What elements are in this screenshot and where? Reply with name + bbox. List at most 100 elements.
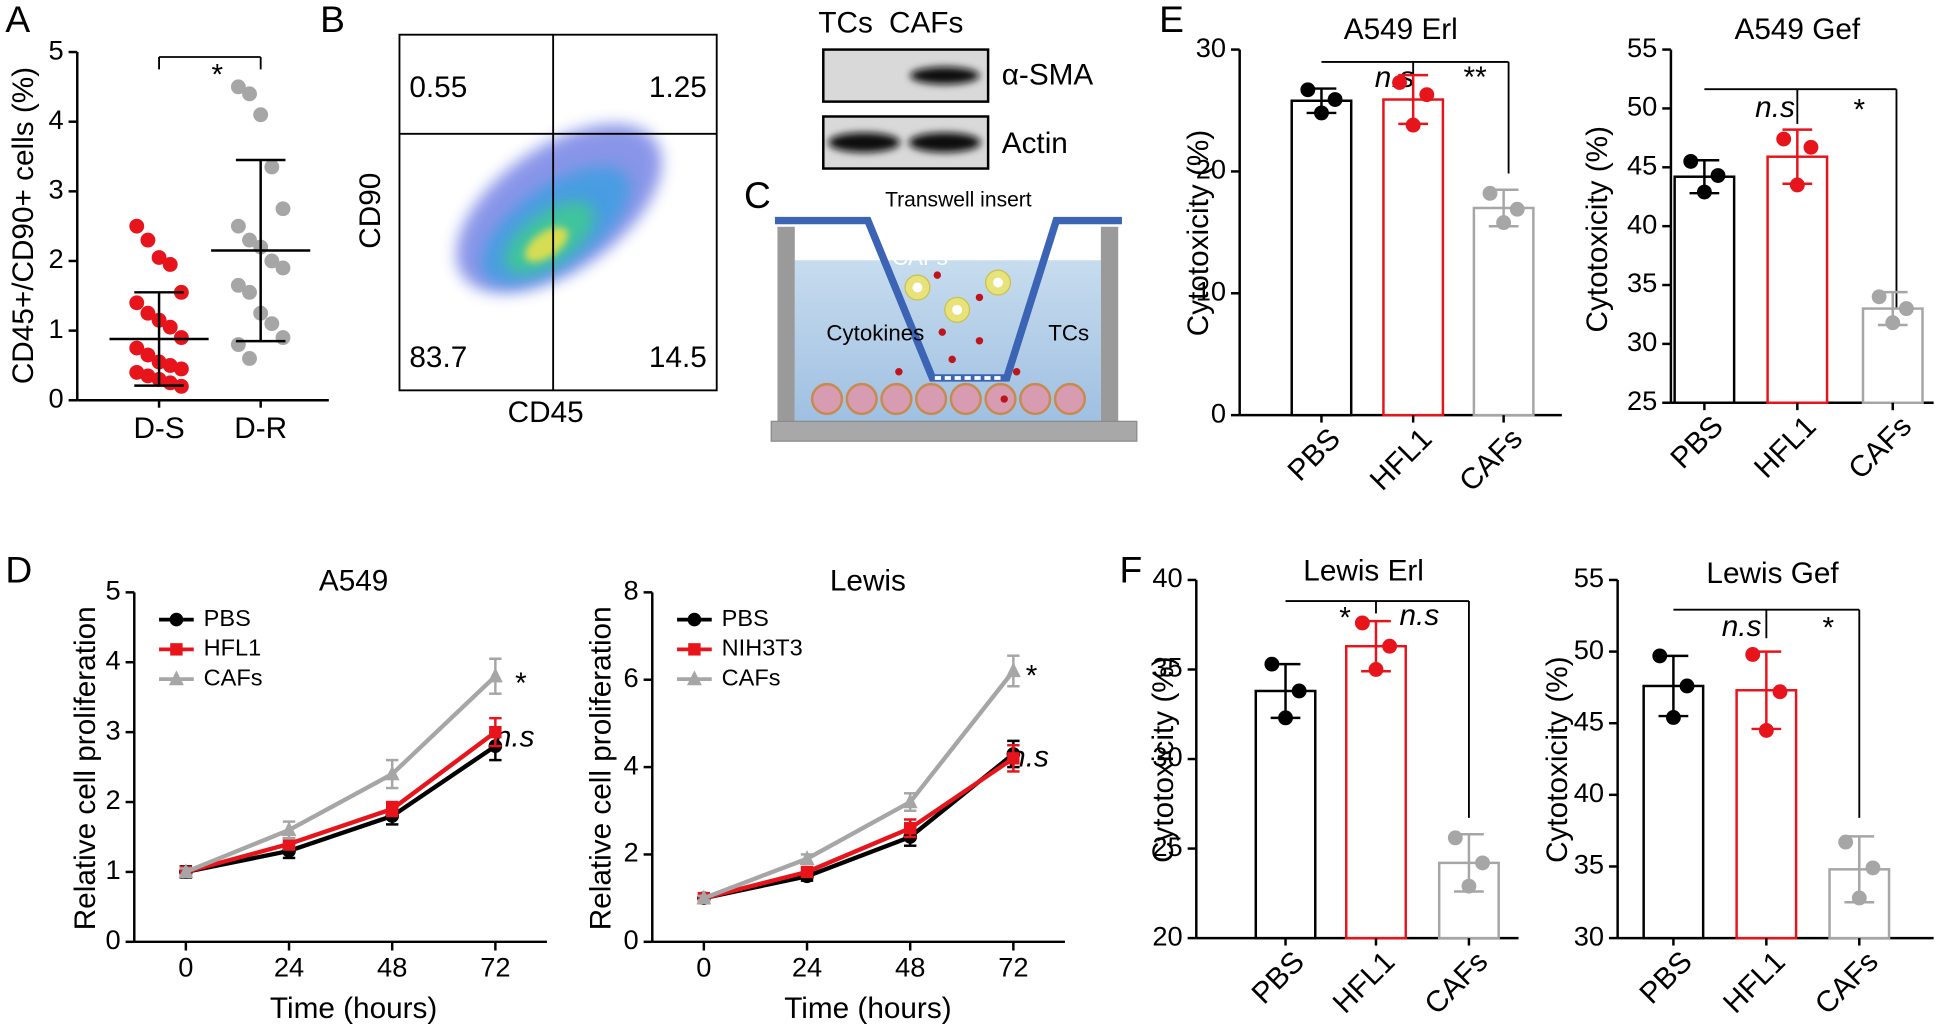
y-tick-label: 0	[1211, 397, 1226, 428]
blot-column: TCs	[818, 7, 873, 40]
annotation: n.s	[1755, 91, 1795, 124]
y-tick-label: 3	[105, 714, 120, 745]
diagram-label: TCs	[1048, 320, 1089, 345]
y-tick-label: 50	[1627, 91, 1657, 122]
y-tick-label: 35	[1152, 652, 1182, 683]
x-tick-label: 24	[274, 951, 304, 982]
data-point	[264, 159, 280, 175]
bar	[1472, 206, 1535, 417]
annotation: *	[1339, 601, 1351, 634]
well-base	[770, 420, 1138, 442]
data-point	[230, 277, 246, 293]
data-point	[129, 340, 145, 356]
marker	[489, 725, 502, 739]
bar	[1382, 98, 1445, 417]
diagram-label: Cytokines	[826, 320, 924, 345]
x-axis-label: Time (hours)	[784, 992, 951, 1025]
quadrant-value: 0.55	[409, 71, 467, 104]
data-point	[1758, 722, 1774, 738]
tumor-cells	[810, 382, 1087, 416]
legend-marker	[688, 643, 701, 656]
transwell-diagram: Transwell insert CAFs Cytokines TCs	[770, 188, 1138, 442]
y-axis-label: Cytotoxicity (%)	[1541, 656, 1574, 863]
y-tick-label: 25	[1152, 831, 1182, 862]
y-tick-label: 0	[105, 924, 120, 955]
y-tick-label: 25	[1627, 385, 1657, 416]
y-axis-label: Cytotoxicity (%)	[1147, 656, 1180, 863]
x-tick-label: 48	[895, 951, 925, 982]
x-tick-label: HFL1	[1364, 422, 1439, 497]
data-point	[275, 201, 291, 217]
x-tick-label: CAFs	[1418, 945, 1494, 1021]
chart-title: Lewis Erl	[1303, 554, 1424, 587]
marker	[799, 850, 815, 866]
data-point	[1665, 710, 1681, 725]
y-tick-label: 35	[1574, 849, 1604, 880]
y-tick-label: 4	[48, 104, 63, 135]
data-point	[1838, 834, 1854, 850]
data-point	[230, 79, 246, 95]
bar	[1766, 155, 1829, 404]
chart-title: A549 Gef	[1735, 13, 1861, 46]
data-point	[1382, 638, 1398, 654]
data-point	[1496, 215, 1512, 231]
marker	[1007, 752, 1020, 765]
y-tick-label: 2	[48, 243, 63, 274]
data-point	[1300, 82, 1316, 98]
series-line	[185, 730, 497, 875]
y-tick-label: 30	[1574, 920, 1604, 951]
diagram-label: CAFs	[892, 245, 948, 270]
series-line	[703, 752, 1015, 901]
marker	[902, 793, 918, 809]
x-tick-label: HFL1	[1327, 945, 1402, 1020]
marker	[903, 822, 917, 835]
marker	[696, 889, 712, 905]
data-point	[230, 218, 246, 234]
y-tick-label: 0	[48, 382, 63, 413]
data-point	[1291, 683, 1307, 699]
data-point	[253, 107, 269, 123]
y-tick-label: 0	[623, 924, 638, 955]
series-line	[185, 744, 497, 875]
data-point	[1419, 87, 1435, 103]
data-point	[140, 305, 156, 321]
quadrant-value: 1.25	[649, 71, 707, 104]
data-point	[1392, 75, 1407, 90]
x-tick-label: D-S	[133, 412, 184, 445]
x-tick-label: D-R	[234, 412, 287, 445]
series-line	[185, 674, 497, 874]
blot-band	[828, 132, 901, 153]
x-tick-label: 0	[178, 951, 193, 982]
x-tick-label: 24	[792, 951, 822, 982]
data-point	[1405, 117, 1421, 133]
bar	[1290, 99, 1353, 417]
x-tick-label: 72	[998, 951, 1028, 982]
x-tick-label: PBS	[1633, 945, 1698, 1010]
data-point	[162, 319, 178, 335]
data-point	[1789, 177, 1805, 193]
legend-label: CAFs	[722, 664, 781, 690]
bar	[1345, 644, 1407, 940]
y-axis-label: CD90	[354, 173, 387, 249]
annotation: *	[1823, 611, 1835, 644]
data-point	[242, 351, 257, 366]
marker	[800, 865, 814, 879]
data-point	[1885, 315, 1901, 331]
blot-column: CAFs	[889, 7, 963, 40]
data-point	[129, 295, 145, 311]
blot-band	[910, 66, 980, 85]
chart-title: Lewis	[830, 564, 906, 597]
data-point	[1865, 860, 1881, 876]
x-tick-label: CAFs	[1842, 410, 1918, 486]
data-point	[1368, 662, 1384, 677]
bar	[1254, 689, 1317, 940]
data-point	[1327, 92, 1343, 107]
panel-label: B	[320, 0, 345, 40]
data-point	[1509, 201, 1525, 217]
chart-title: A549 Erl	[1344, 13, 1458, 46]
data-point	[1851, 890, 1867, 906]
y-tick-label: 40	[1574, 777, 1604, 808]
data-point	[275, 260, 291, 276]
legend-label: NIH3T3	[722, 635, 803, 661]
